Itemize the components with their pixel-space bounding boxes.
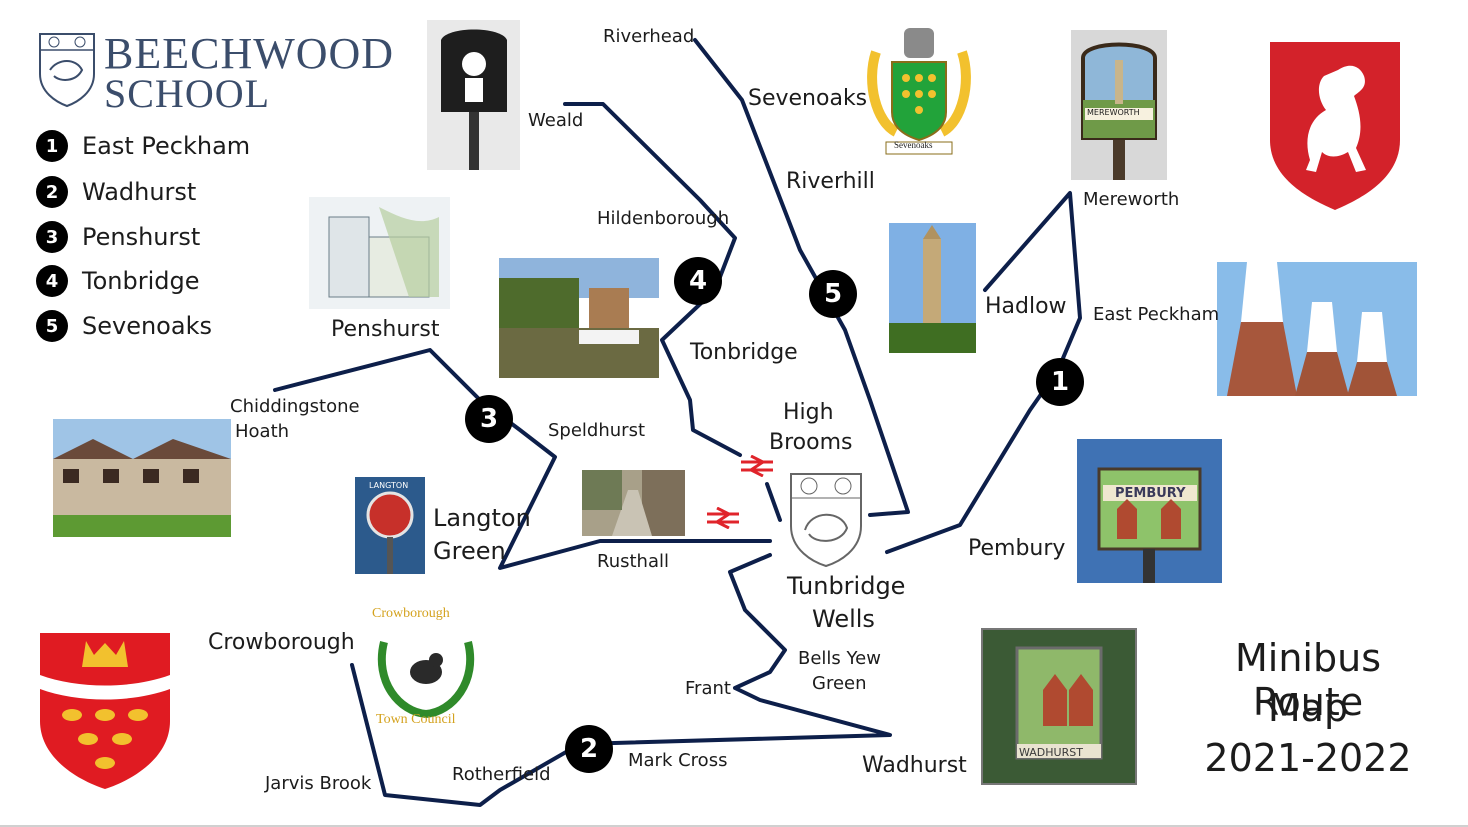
legend-item-4: 4 Tonbridge xyxy=(36,265,199,297)
school-name-line1: BEECHWOOD xyxy=(104,29,395,78)
chiddingstone-house-photo xyxy=(53,419,231,537)
place-tonbridge: Tonbridge xyxy=(690,340,798,365)
place-hadlow: Hadlow xyxy=(985,294,1067,319)
route-marker-2: 2 xyxy=(565,725,613,773)
place-east-peckham: East Peckham xyxy=(1093,304,1220,325)
place-langton-1: Langton xyxy=(433,504,531,532)
legend-label: Tonbridge xyxy=(82,267,200,295)
sevenoaks-crest-text: Sevenoaks xyxy=(894,140,933,150)
place-penshurst: Penshurst xyxy=(331,317,440,342)
langton-sign-photo: LANGTON xyxy=(355,477,425,574)
route-5-line xyxy=(693,38,910,517)
legend-item-2: 2 Wadhurst xyxy=(36,176,196,208)
legend-label: East Peckham xyxy=(82,132,251,160)
place-jarvis-brook: Jarvis Brook xyxy=(265,773,372,794)
place-high-brooms-2: Brooms xyxy=(769,430,853,455)
rail-icon xyxy=(741,454,773,481)
place-wadhurst: Wadhurst xyxy=(862,753,967,778)
legend-number: 1 xyxy=(36,130,68,162)
wadhurst-sign-photo: WADHURST xyxy=(981,628,1137,785)
place-bells-yew-2: Green xyxy=(812,673,867,694)
school-crest-logo xyxy=(36,30,98,108)
legend-number: 2 xyxy=(36,176,68,208)
map-title-line2: Map xyxy=(1267,686,1349,730)
legend-label: Wadhurst xyxy=(82,178,197,206)
langton-sign-text: LANGTON xyxy=(369,481,409,490)
place-crowborough: Crowborough xyxy=(208,630,355,655)
place-weald: Weald xyxy=(528,110,584,131)
school-name-line2: SCHOOL xyxy=(104,71,271,116)
place-bells-yew-1: Bells Yew xyxy=(798,648,881,669)
route-marker-4: 4 xyxy=(674,257,722,305)
rail-icon xyxy=(707,506,739,533)
legend-number: 3 xyxy=(36,221,68,253)
crowborough-emblem-text2: Town Council xyxy=(376,712,456,727)
pembury-sign-photo: PEMBURY xyxy=(1077,439,1222,583)
sussex-martlets-shield xyxy=(38,631,172,791)
place-speldhurst: Speldhurst xyxy=(548,420,646,441)
pembury-sign-text: PEMBURY xyxy=(1115,486,1186,501)
place-langton-2: Green xyxy=(433,537,506,565)
map-title-line1: Minibus Route xyxy=(1235,636,1381,724)
mereworth-sign-photo: MEREWORTH xyxy=(1071,30,1167,180)
place-riverhead: Riverhead xyxy=(603,26,695,47)
place-mereworth: Mereworth xyxy=(1083,189,1180,210)
place-high-brooms-1: High xyxy=(783,400,834,425)
hadlow-tower-photo xyxy=(889,223,976,353)
place-riverhill: Riverhill xyxy=(786,169,875,194)
place-rotherfield: Rotherfield xyxy=(452,764,551,785)
legend-item-3: 3 Penshurst xyxy=(36,221,200,253)
wadhurst-sign-text: WADHURST xyxy=(1019,746,1083,759)
place-chiddingstone-1: Chiddingstone xyxy=(230,396,360,417)
legend-label: Sevenoaks xyxy=(82,312,212,340)
place-hildenborough: Hildenborough xyxy=(597,208,730,229)
penshurst-sketch xyxy=(309,197,450,309)
weald-sign-photo xyxy=(427,20,520,170)
crowborough-emblem: Crowborough Town Council xyxy=(370,602,482,732)
route-marker-5: 5 xyxy=(809,270,857,318)
place-tunbridge-1: Tunbridge xyxy=(787,572,906,600)
sevenoaks-crest: Sevenoaks xyxy=(866,22,972,157)
place-mark-cross: Mark Cross xyxy=(628,750,728,771)
legend-number: 4 xyxy=(36,265,68,297)
legend-item-5: 5 Sevenoaks xyxy=(36,310,212,342)
kent-horse-shield xyxy=(1268,40,1402,212)
oast-houses-photo xyxy=(1217,262,1417,396)
legend-label: Penshurst xyxy=(82,223,201,251)
map-title-line3: 2021-2022 xyxy=(1204,736,1412,780)
rusthall-path-photo xyxy=(582,470,685,536)
tunbridge-wells-crest xyxy=(785,470,867,570)
crowborough-emblem-text1: Crowborough xyxy=(372,606,450,621)
tonbridge-castle-photo xyxy=(499,258,659,378)
place-chiddingstone-2: Hoath xyxy=(235,421,290,442)
mereworth-sign-text: MEREWORTH xyxy=(1087,108,1140,117)
place-pembury: Pembury xyxy=(968,536,1066,561)
legend-item-1: 1 East Peckham xyxy=(36,130,250,162)
place-tunbridge-2: Wells xyxy=(812,605,875,633)
place-frant: Frant xyxy=(685,678,731,699)
legend-number: 5 xyxy=(36,310,68,342)
place-sevenoaks: Sevenoaks xyxy=(748,86,868,111)
route-marker-1: 1 xyxy=(1036,358,1084,406)
route-2-line xyxy=(350,553,892,807)
route-3-line xyxy=(273,348,772,570)
route-marker-3: 3 xyxy=(465,395,513,443)
place-rusthall: Rusthall xyxy=(597,551,669,572)
route-4-line-b xyxy=(765,482,782,522)
